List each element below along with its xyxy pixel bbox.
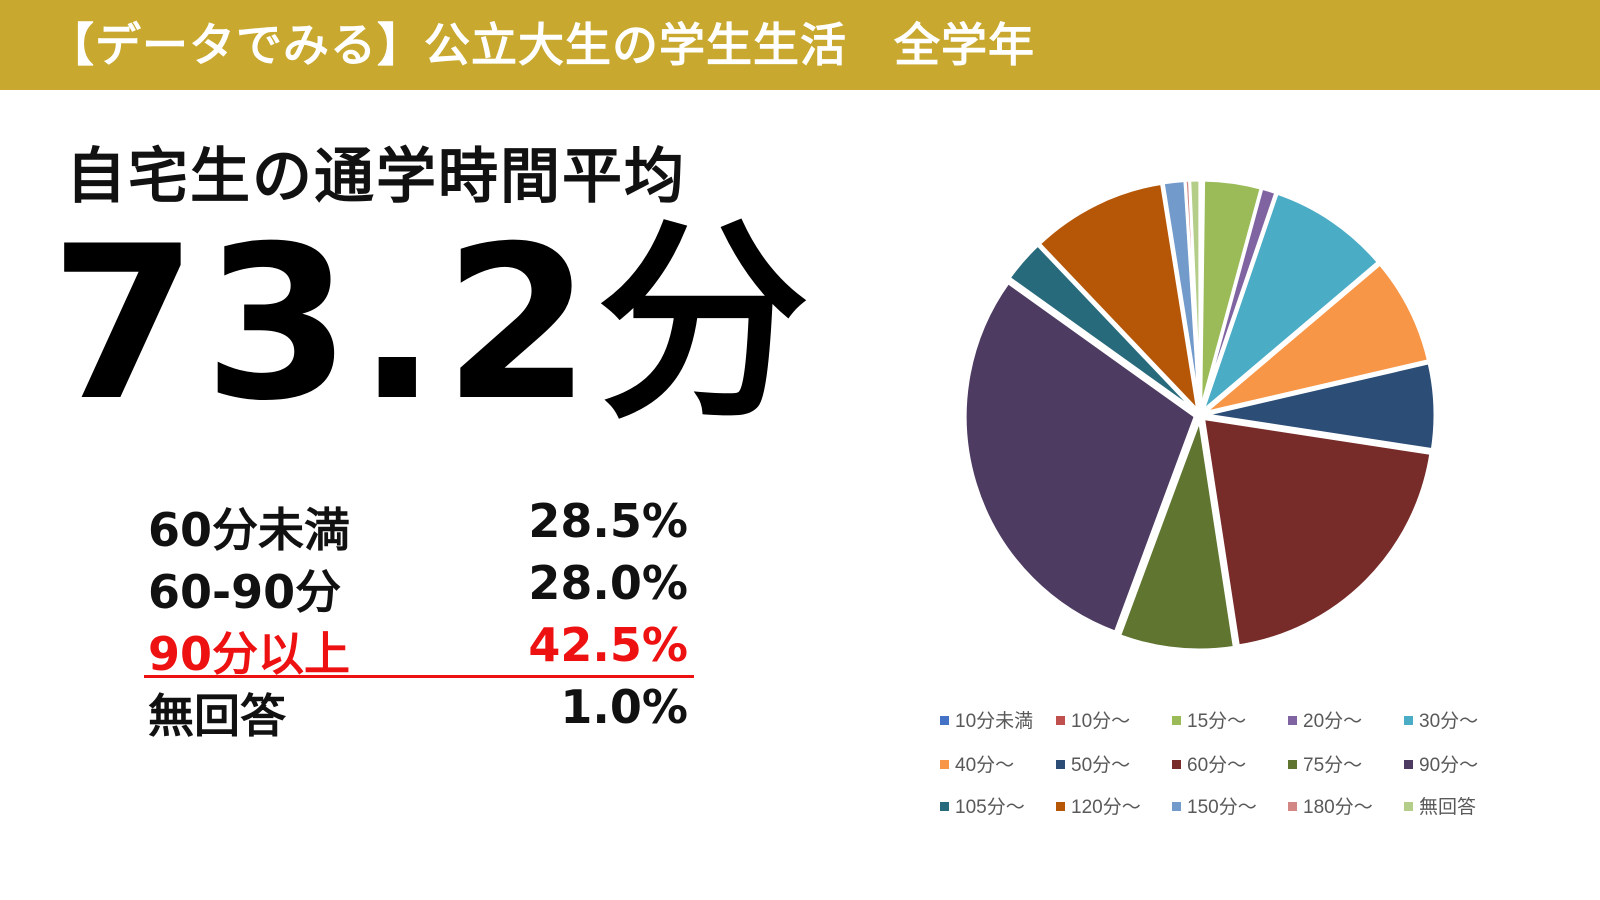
legend-item: 105分～ <box>940 792 1025 819</box>
legend-swatch <box>1056 716 1065 725</box>
legend-swatch <box>1404 802 1413 811</box>
legend-swatch <box>1288 802 1297 811</box>
legend-swatch <box>1288 760 1297 769</box>
subtitle: 自宅生の通学時間平均 <box>66 142 686 212</box>
pie-slice-12 <box>1037 181 1201 416</box>
pie-chart <box>963 178 1437 652</box>
legend-label: 90分～ <box>1419 755 1479 776</box>
pie-slice-7 <box>1204 361 1437 452</box>
legend-swatch <box>1056 760 1065 769</box>
legend-label: 50分～ <box>1071 755 1131 776</box>
legend-swatch <box>1288 716 1297 725</box>
legend-item: 120分～ <box>1056 792 1141 819</box>
legend-item: 無回答 <box>1404 792 1476 819</box>
legend-label: 150分～ <box>1187 797 1257 818</box>
stat-label: 60分未満 <box>148 503 351 557</box>
legend-item: 20分～ <box>1288 706 1362 733</box>
pie-slice-8 <box>1201 416 1433 648</box>
legend-swatch <box>940 802 949 811</box>
legend-label: 180分～ <box>1303 797 1373 818</box>
stat-row-over-90: 90分以上 42.5% <box>144 614 694 681</box>
header-bar: 【データでみる】公立大生の学生生活 全学年 <box>0 0 1600 90</box>
legend-label: 75分～ <box>1303 755 1363 776</box>
legend-label: 15分～ <box>1187 711 1247 732</box>
legend-item: 50分～ <box>1056 750 1130 777</box>
legend-swatch <box>1172 716 1181 725</box>
legend-item: 15分～ <box>1172 706 1246 733</box>
legend-item: 10分未満 <box>940 706 1033 733</box>
legend-swatch <box>940 716 949 725</box>
pie-slice-10 <box>963 280 1198 635</box>
stat-label: 60-90分 <box>148 565 342 619</box>
legend-swatch <box>1404 760 1413 769</box>
pie-slice-5 <box>1199 191 1381 416</box>
stat-row-under-60: 60分未満 28.5% <box>148 490 688 557</box>
legend-label: 無回答 <box>1419 797 1477 818</box>
average-commute-value: 73.2分 <box>50 200 816 447</box>
legend-item: 30分～ <box>1404 706 1478 733</box>
legend-swatch <box>1172 760 1181 769</box>
legend-item: 150分～ <box>1172 792 1257 819</box>
stat-value: 28.5% <box>528 494 688 548</box>
page-title: 【データでみる】公立大生の学生生活 全学年 <box>48 18 1035 72</box>
legend-label: 60分～ <box>1187 755 1247 776</box>
legend-item: 10分～ <box>1056 706 1130 733</box>
stat-label: 90分以上 <box>148 627 351 681</box>
legend-label: 120分～ <box>1071 797 1141 818</box>
stat-label: 無回答 <box>148 689 286 743</box>
legend-item: 180分～ <box>1288 792 1373 819</box>
legend-label: 10分未満 <box>955 711 1034 732</box>
legend-label: 105分～ <box>955 797 1025 818</box>
stat-value: 28.0% <box>528 556 688 610</box>
pie-slice-15 <box>1188 178 1202 411</box>
legend-label: 20分～ <box>1303 711 1363 732</box>
stat-value: 42.5% <box>528 618 688 672</box>
stats-table: 60分未満 28.5% 60-90分 28.0% 90分以上 42.5% 無回答… <box>144 490 694 743</box>
legend-label: 40分～ <box>955 755 1015 776</box>
legend-swatch <box>1404 716 1413 725</box>
legend-item: 75分～ <box>1288 750 1362 777</box>
legend-label: 10分～ <box>1071 711 1131 732</box>
legend-label: 30分～ <box>1419 711 1479 732</box>
pie-slice-9 <box>1117 414 1237 652</box>
legend-item: 40分～ <box>940 750 1014 777</box>
stat-row-60-90: 60-90分 28.0% <box>148 552 688 619</box>
legend-swatch <box>1172 802 1181 811</box>
stat-value: 1.0% <box>560 680 688 734</box>
legend-swatch <box>1056 802 1065 811</box>
highlight-underline <box>144 675 694 678</box>
pie-slice-6 <box>1203 261 1431 415</box>
pie-slice-11 <box>1007 242 1198 413</box>
stat-row-no-answer: 無回答 1.0% <box>148 676 688 743</box>
legend-swatch <box>940 760 949 769</box>
legend-item: 90分～ <box>1404 750 1478 777</box>
legend-item: 60分～ <box>1172 750 1246 777</box>
